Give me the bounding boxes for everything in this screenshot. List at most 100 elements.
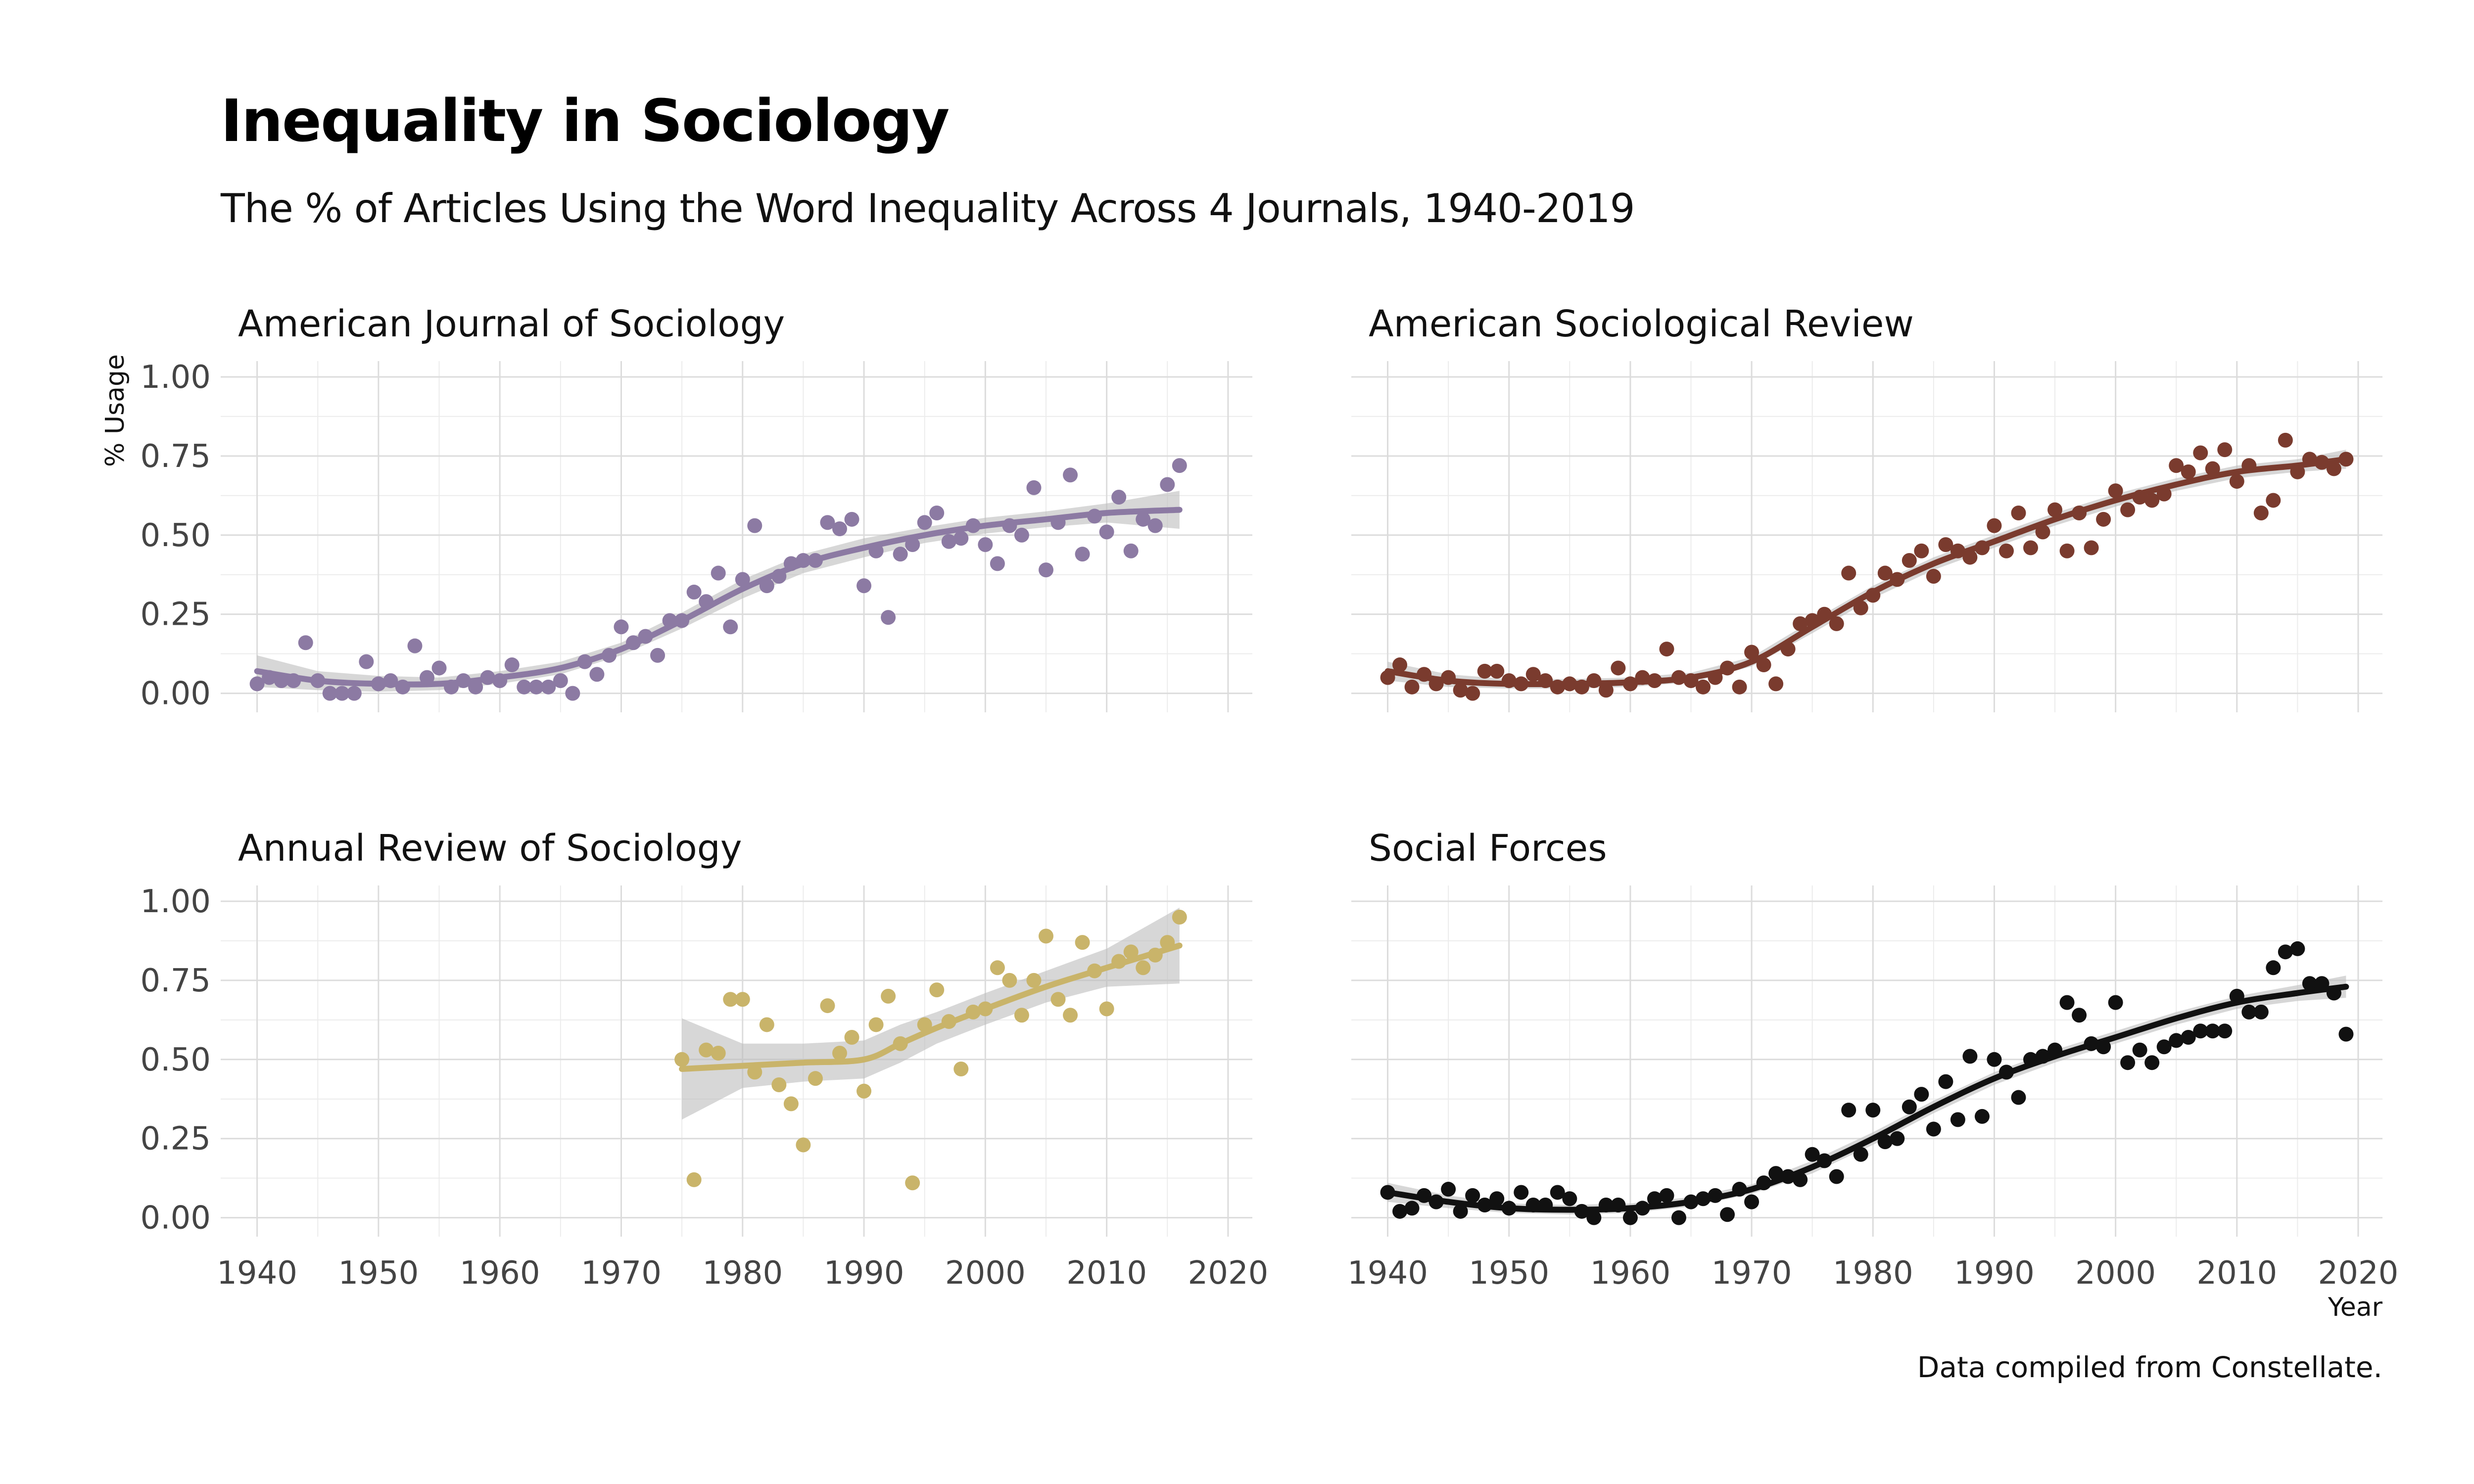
data-point <box>1172 458 1187 473</box>
y-axis-title: % Usage <box>100 354 130 467</box>
y-tick-label: 0.75 <box>141 438 211 475</box>
data-point <box>1987 518 2002 533</box>
data-point <box>917 515 932 530</box>
data-point <box>2120 502 2136 517</box>
x-tick-label: 2000 <box>945 1255 1026 1292</box>
data-point <box>2229 474 2244 489</box>
data-point <box>1172 909 1187 925</box>
data-point <box>1877 565 1893 581</box>
x-tick-label: 1970 <box>581 1255 662 1292</box>
x-axis-title: Year <box>2328 1293 2383 1322</box>
data-point <box>334 686 350 701</box>
data-point <box>808 1071 823 1086</box>
x-tick-label: 1950 <box>338 1255 419 1292</box>
data-point <box>2108 995 2123 1010</box>
chart-subtitle: The % of Articles Using the Word Inequal… <box>221 186 1635 232</box>
facet-strip-label: American Journal of Sociology <box>238 303 785 345</box>
data-point <box>1962 1049 1978 1064</box>
data-point <box>1123 543 1139 558</box>
data-point <box>699 1042 714 1058</box>
data-point <box>686 1172 702 1187</box>
data-point <box>844 1030 859 1045</box>
data-point <box>1039 928 1053 944</box>
chart-title: Inequality in Sociology <box>221 87 950 155</box>
data-point <box>881 610 896 625</box>
data-point <box>832 521 847 537</box>
data-point <box>783 1096 799 1112</box>
data-point <box>1926 568 1941 584</box>
data-point <box>1671 1210 1686 1225</box>
facet-strip-label: Social Forces <box>1369 827 1607 870</box>
data-point <box>1950 1112 1965 1127</box>
data-point <box>2011 1090 2026 1105</box>
data-point <box>1829 616 1844 631</box>
facet-strip-label: Annual Review of Sociology <box>238 827 742 870</box>
data-point <box>2084 540 2099 556</box>
confidence-band <box>1387 975 2346 1215</box>
data-point <box>1477 663 1492 679</box>
data-point <box>2253 1004 2269 1020</box>
x-tick-label: 1990 <box>824 1255 904 1292</box>
y-tick-label: 0.00 <box>141 1200 211 1237</box>
data-point <box>1768 676 1784 692</box>
data-point <box>1002 973 1017 988</box>
data-point <box>2169 458 2184 473</box>
data-point <box>953 1061 969 1076</box>
data-point <box>1063 1008 1078 1023</box>
x-tick-label: 1970 <box>1712 1255 1792 1292</box>
x-tick-label: 2020 <box>1188 1255 1269 1292</box>
data-point <box>759 1017 774 1032</box>
trend-line <box>1384 456 2349 688</box>
data-point <box>1720 1207 1735 1222</box>
data-point <box>1998 543 2014 558</box>
data-point <box>735 572 750 587</box>
data-point <box>1902 1099 1917 1114</box>
data-point <box>1050 992 1066 1007</box>
data-point <box>565 686 580 701</box>
data-point <box>1136 511 1151 527</box>
data-point <box>1611 660 1626 676</box>
data-point <box>929 506 945 521</box>
data-point <box>1877 1134 1893 1150</box>
data-point <box>735 992 750 1007</box>
data-point <box>1550 1185 1565 1200</box>
confidence-band <box>682 907 1180 1120</box>
data-point <box>249 676 265 692</box>
facet-panel-3: Annual Review of Sociology 0.00 0.25 0.50 0.… <box>141 827 1269 1292</box>
data-point <box>1441 1182 1456 1197</box>
data-point <box>431 660 447 676</box>
data-point <box>1987 1052 2002 1067</box>
data-point <box>1063 467 1078 483</box>
data-point <box>1453 1204 1468 1219</box>
data-point <box>2132 1042 2147 1058</box>
data-point <box>820 515 835 530</box>
data-point <box>1659 1188 1674 1203</box>
data-point <box>711 1046 726 1061</box>
data-point <box>504 657 520 673</box>
data-point <box>1160 477 1175 492</box>
data-point <box>820 998 835 1014</box>
y-tick-label: 1.00 <box>141 359 211 396</box>
chart-caption: Data compiled from Constellate. <box>1917 1350 2382 1384</box>
data-point <box>1829 1169 1844 1184</box>
data-point <box>2326 461 2341 476</box>
confidence-band <box>257 491 1180 692</box>
data-point <box>1938 537 1953 552</box>
data-point <box>2290 941 2305 956</box>
data-point <box>1853 1147 1868 1162</box>
x-tick-label: 1990 <box>1954 1255 2035 1292</box>
data-point <box>1075 547 1090 562</box>
data-point <box>2338 1026 2354 1042</box>
data-point <box>1147 518 1163 533</box>
data-point <box>1853 600 1868 615</box>
data-point <box>1099 1001 1114 1017</box>
data-point <box>2217 1023 2233 1039</box>
x-tick-label: 1950 <box>1469 1255 1549 1292</box>
data-point <box>1123 944 1139 960</box>
data-point <box>1865 1103 1881 1118</box>
data-point <box>893 547 908 562</box>
y-tick-label: 0.50 <box>141 517 211 554</box>
data-point <box>1805 1147 1820 1162</box>
y-tick-label: 0.50 <box>141 1042 211 1078</box>
